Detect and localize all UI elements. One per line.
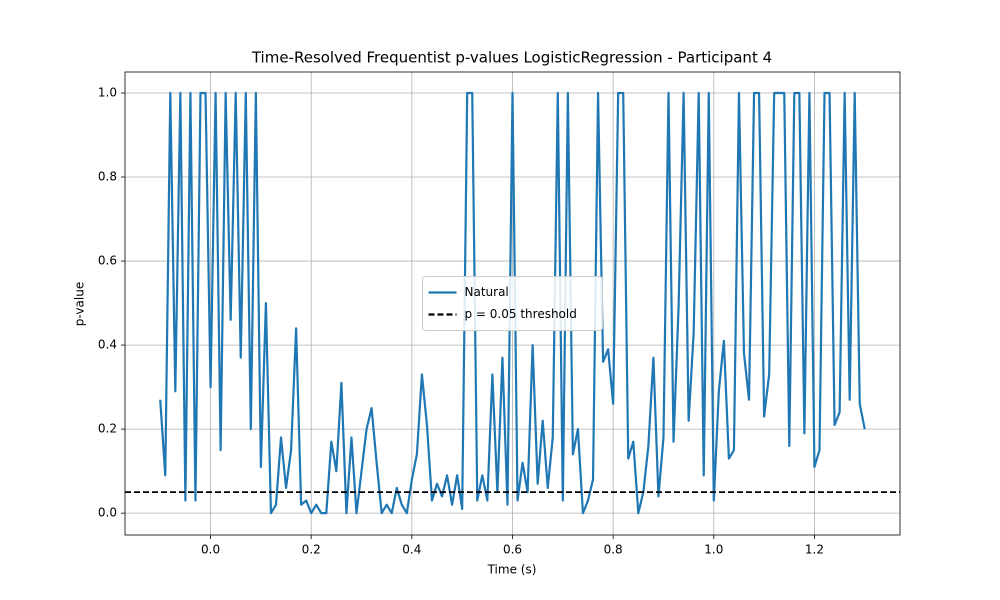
legend-label: p = 0.05 threshold <box>465 307 577 321</box>
x-tick-label: 0.6 <box>503 543 522 557</box>
y-tick-label: 0.4 <box>98 338 117 352</box>
legend: Natural p = 0.05 threshold <box>422 276 603 331</box>
x-tick-label: 0.4 <box>402 543 421 557</box>
x-tick-label: 1.0 <box>704 543 723 557</box>
data-line <box>159 91 866 515</box>
y-tick-label: 0.2 <box>98 422 117 436</box>
y-tick-label: 1.0 <box>98 86 117 100</box>
chart-title: Time-Resolved Frequentist p-values Logis… <box>251 49 772 67</box>
x-tick-label: 0.2 <box>302 543 321 557</box>
y-axis-label: p-value <box>73 282 87 326</box>
y-tick-label: 0.8 <box>98 170 117 184</box>
y-tick-label: 0.0 <box>98 506 117 520</box>
x-tick-label: 1.2 <box>805 543 824 557</box>
y-tick-label: 0.6 <box>98 254 117 268</box>
x-tick-label: 0.8 <box>604 543 623 557</box>
x-tick-label: 0.0 <box>201 543 220 557</box>
legend-box <box>422 276 603 331</box>
x-axis-label: Time (s) <box>487 563 537 577</box>
plot-frame <box>124 71 901 536</box>
legend-label: Natural <box>465 285 509 299</box>
